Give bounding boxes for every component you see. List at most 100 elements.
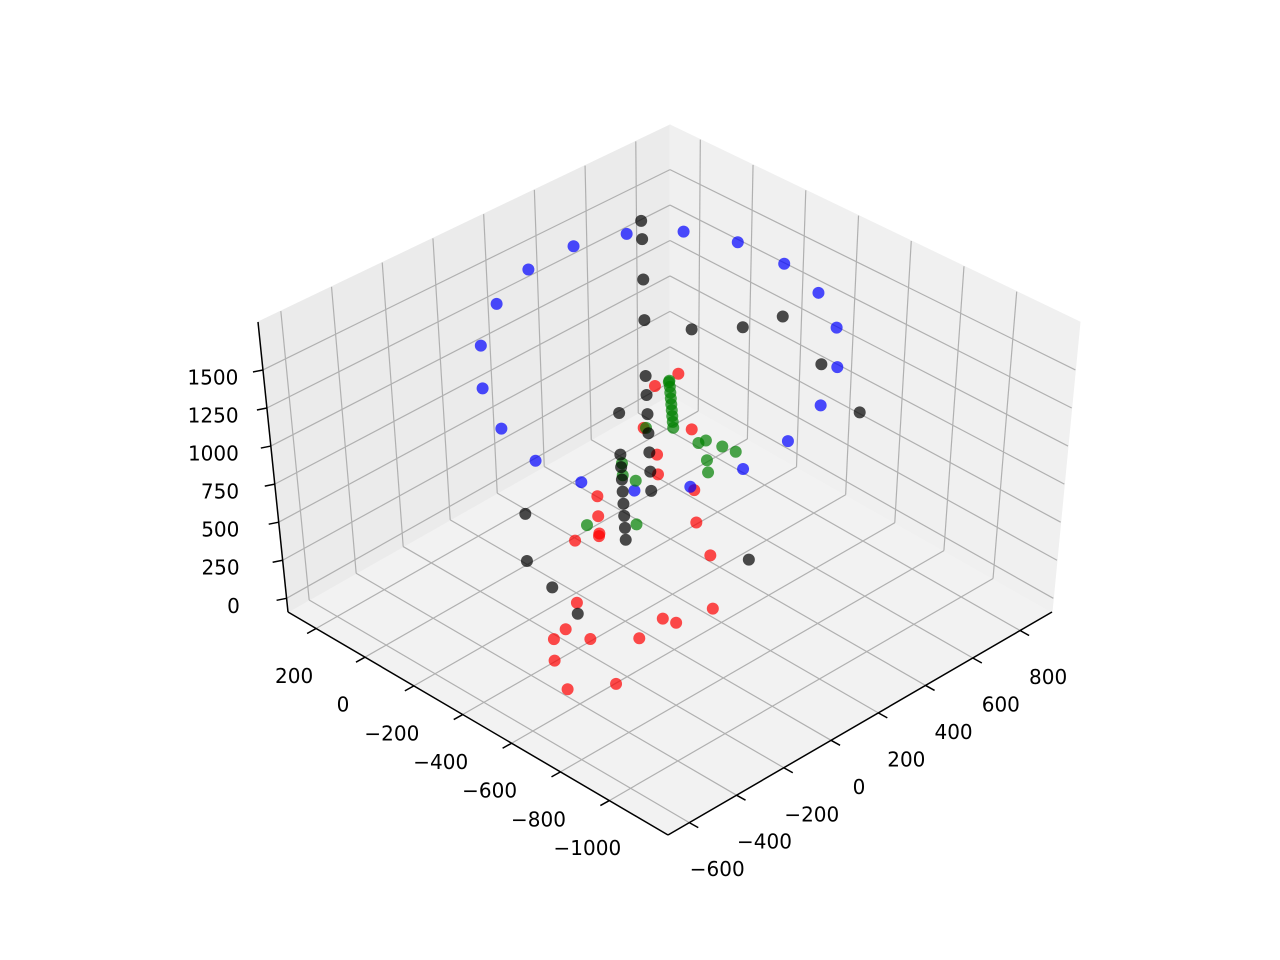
grid-line bbox=[543, 465, 926, 686]
x-tick bbox=[502, 742, 512, 749]
point bbox=[630, 518, 643, 531]
point bbox=[629, 474, 642, 487]
grid-line bbox=[637, 412, 1021, 632]
point bbox=[670, 616, 683, 629]
y-tick bbox=[925, 684, 935, 692]
z-tick-label: 0 bbox=[227, 594, 240, 618]
point bbox=[692, 437, 705, 450]
point bbox=[776, 310, 789, 323]
point bbox=[546, 581, 559, 594]
point bbox=[662, 376, 675, 389]
z-tick bbox=[256, 407, 268, 411]
y-tick-label: 800 bbox=[1029, 665, 1067, 689]
x-tick bbox=[355, 656, 366, 663]
point bbox=[580, 519, 593, 532]
point bbox=[620, 227, 633, 240]
point bbox=[737, 462, 750, 475]
grid-line bbox=[669, 310, 1061, 523]
point bbox=[519, 507, 532, 520]
grid-line bbox=[669, 275, 1065, 485]
point bbox=[644, 465, 657, 478]
x-tick-label: −200 bbox=[364, 721, 419, 745]
points bbox=[474, 214, 866, 696]
grid-line bbox=[511, 522, 896, 744]
right-pane bbox=[669, 124, 1081, 613]
point bbox=[569, 534, 582, 547]
point bbox=[729, 445, 742, 458]
x-axis-line bbox=[287, 611, 669, 836]
grid-line bbox=[669, 381, 1054, 599]
point bbox=[781, 435, 794, 448]
y-tick bbox=[972, 657, 983, 664]
point bbox=[628, 484, 641, 497]
z-tick bbox=[272, 559, 283, 563]
z-tick bbox=[260, 445, 271, 449]
y-tick bbox=[1019, 629, 1030, 637]
grid-line bbox=[609, 577, 994, 802]
x-tick bbox=[306, 627, 317, 635]
point bbox=[618, 521, 631, 534]
point bbox=[614, 448, 627, 461]
grid-line bbox=[315, 410, 699, 630]
axes: 200 0 −200 −400 −600 −800 −1000 −600 −400 −200 0 20… bbox=[187, 321, 1067, 881]
point bbox=[474, 339, 487, 352]
grid bbox=[262, 139, 1076, 824]
grid-line bbox=[560, 550, 945, 773]
y-tick bbox=[830, 739, 841, 746]
point bbox=[742, 553, 755, 566]
x-tick bbox=[551, 771, 561, 778]
point bbox=[677, 225, 690, 238]
grid-line bbox=[496, 492, 879, 714]
grid-line bbox=[449, 519, 832, 741]
z-tick bbox=[264, 483, 275, 487]
point bbox=[617, 497, 630, 510]
point bbox=[610, 677, 623, 690]
z-tick-label: 1500 bbox=[187, 365, 238, 389]
point bbox=[642, 427, 655, 440]
point bbox=[635, 214, 648, 227]
point bbox=[704, 549, 717, 562]
point bbox=[814, 399, 827, 412]
point bbox=[736, 321, 749, 334]
point bbox=[570, 596, 583, 609]
z-tick-label: 1250 bbox=[188, 404, 239, 428]
point bbox=[702, 466, 715, 479]
y-tick bbox=[877, 712, 888, 719]
point bbox=[645, 484, 658, 497]
grid-line bbox=[274, 275, 671, 485]
y-tick-label: −400 bbox=[737, 830, 792, 854]
x-tick-label: −800 bbox=[511, 807, 566, 831]
point bbox=[685, 323, 698, 336]
point bbox=[731, 236, 744, 249]
point bbox=[815, 358, 828, 371]
grid-line bbox=[364, 438, 748, 658]
point bbox=[830, 321, 843, 334]
point bbox=[637, 273, 650, 286]
point bbox=[476, 382, 489, 395]
point bbox=[522, 263, 535, 276]
point bbox=[548, 654, 561, 667]
z-tick bbox=[252, 369, 264, 373]
point bbox=[619, 533, 632, 546]
point bbox=[778, 257, 791, 270]
grid-line bbox=[262, 169, 671, 371]
point bbox=[591, 490, 604, 503]
y-tick-label: −600 bbox=[690, 857, 745, 881]
point bbox=[643, 446, 656, 459]
z-tick bbox=[276, 597, 287, 602]
point bbox=[638, 314, 651, 327]
point bbox=[656, 612, 669, 625]
y-tick bbox=[688, 821, 699, 829]
panes bbox=[257, 124, 1081, 836]
point bbox=[520, 555, 533, 568]
grid-line bbox=[669, 239, 1069, 447]
point bbox=[812, 286, 825, 299]
point bbox=[618, 509, 631, 522]
grid-line bbox=[413, 466, 797, 687]
point bbox=[490, 297, 503, 310]
grid-line bbox=[308, 599, 690, 824]
point bbox=[584, 633, 597, 646]
grid-line bbox=[669, 346, 1058, 561]
